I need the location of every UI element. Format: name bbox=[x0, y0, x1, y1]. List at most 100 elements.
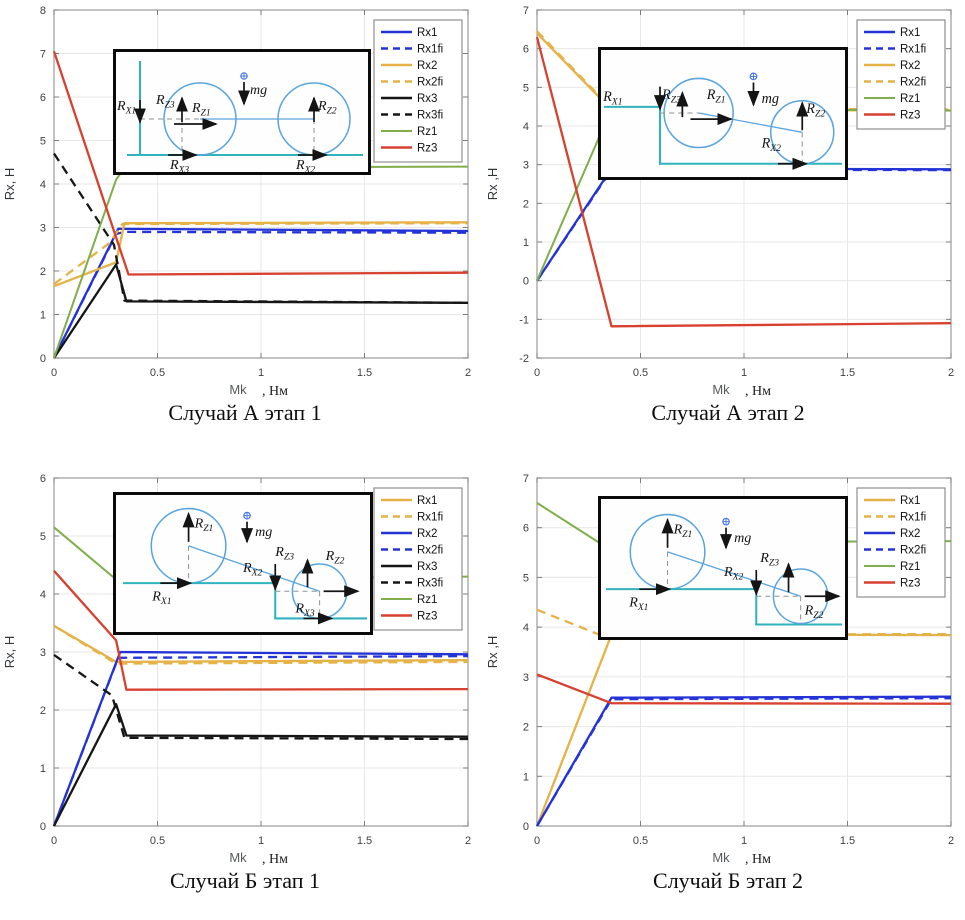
svg-text:6: 6 bbox=[523, 44, 529, 56]
svg-text:1.5: 1.5 bbox=[357, 835, 372, 847]
inset-label-rz3: RZ3 bbox=[274, 544, 294, 563]
svg-text:7: 7 bbox=[523, 473, 529, 485]
svg-text:3: 3 bbox=[523, 672, 529, 684]
legend-label-Rz3: Rz3 bbox=[900, 578, 920, 590]
legend-label-Rx2fi: Rx2fi bbox=[417, 77, 443, 89]
inset-label-rz3: RZ3 bbox=[759, 550, 779, 569]
legend-label-Rx2fi: Rx2fi bbox=[900, 77, 926, 89]
inset-label-rx1: RX1 bbox=[151, 588, 171, 607]
legend: Rx1 Rx1fi Rx2 Rx2fi Rx3 Rx3fi Rz1 Rz3 bbox=[373, 487, 463, 631]
caption-case-b-stage-2: Случай Б этап 2 bbox=[653, 868, 803, 893]
inset-label-rz1: RZ1 bbox=[706, 87, 726, 106]
series-Rx1fi bbox=[53, 624, 469, 665]
caption-case-b-stage-1: Случай Б этап 1 bbox=[170, 868, 320, 893]
series-Rx2fi bbox=[53, 222, 469, 286]
svg-text:-2: -2 bbox=[519, 353, 529, 365]
legend-label-Rz1: Rz1 bbox=[417, 594, 437, 606]
svg-text:5: 5 bbox=[40, 136, 46, 148]
legend-label-Rz1: Rz1 bbox=[900, 93, 920, 105]
inset-label-rz1: RZ1 bbox=[191, 101, 211, 119]
legend-label-Rx1: Rx1 bbox=[417, 27, 437, 39]
legend: Rx1 Rx1fi Rx2 Rx2fi Rz1 Rz3 bbox=[856, 487, 946, 598]
legend-label-Rx1: Rx1 bbox=[900, 495, 920, 507]
legend-label-Rx3fi: Rx3fi bbox=[417, 578, 443, 590]
inset-label-mg: mg bbox=[255, 524, 272, 540]
svg-text:, Нм: , Нм bbox=[745, 852, 771, 867]
inset-drawing bbox=[606, 513, 842, 626]
legend-label-Rz3: Rz3 bbox=[417, 611, 437, 623]
svg-text:4: 4 bbox=[40, 179, 46, 191]
svg-text:Rx ,Н: Rx ,Н bbox=[485, 636, 500, 669]
svg-text:5: 5 bbox=[523, 572, 529, 584]
svg-text:1.5: 1.5 bbox=[357, 367, 372, 379]
inset-diagram-wheel-step-down-2: RZ1 mg RX1 RX2 RZ3 RZ2 bbox=[598, 496, 848, 640]
inset-label-rx1: RX1 bbox=[602, 89, 622, 108]
inset-diagram-wheel-on-step: RX1 RZ3 RZ1 mg RZ2 RX2 bbox=[598, 47, 848, 180]
inset-label-mg: mg bbox=[734, 530, 751, 546]
svg-text:6: 6 bbox=[523, 523, 529, 535]
legend-label-Rx2fi: Rx2fi bbox=[900, 545, 926, 557]
svg-text:1.5: 1.5 bbox=[840, 367, 855, 379]
inset-label-rx3: RX3 bbox=[294, 600, 314, 619]
series-Rx2fi bbox=[52, 654, 469, 827]
svg-text:1: 1 bbox=[40, 763, 46, 775]
legend-label-Rz1: Rz1 bbox=[900, 561, 920, 573]
svg-text:0: 0 bbox=[51, 367, 57, 379]
inset-label-rx1: RX1 bbox=[116, 99, 136, 117]
legend-label-Rx1fi: Rx1fi bbox=[900, 512, 926, 524]
legend-label-Rx2: Rx2 bbox=[417, 60, 437, 72]
svg-text:0: 0 bbox=[51, 835, 57, 847]
svg-text:0: 0 bbox=[40, 821, 46, 833]
inset-label-rx2: RX2 bbox=[295, 158, 315, 172]
inset-diagram-two-wheels-floor: RX1 RZ3 RZ1 mg RZ2 RX3 RX2 bbox=[113, 49, 371, 175]
legend-label-Rx2: Rx2 bbox=[417, 528, 437, 540]
svg-text:, Нм: , Нм bbox=[745, 384, 771, 399]
inset-label-rz1: RZ1 bbox=[673, 522, 693, 541]
inset-label-rx3: RX3 bbox=[169, 158, 189, 172]
svg-text:2: 2 bbox=[523, 722, 529, 734]
svg-text:1: 1 bbox=[523, 771, 529, 783]
inset-label-rz3: RZ3 bbox=[661, 87, 681, 106]
series-Rz3 bbox=[52, 50, 469, 276]
svg-text:2: 2 bbox=[465, 835, 471, 847]
svg-text:Mk: Mk bbox=[229, 850, 247, 865]
panel-case-b-stage-1: 0 0.5 1 1.5 2 0 1 2 3 4 5 6 Mk, Нм Rx, Н Rx1 Rx1fi Rx2 Rx… bbox=[0, 468, 482, 920]
legend-label-Rz3: Rz3 bbox=[417, 143, 437, 155]
inset-label-mg: mg bbox=[762, 91, 779, 107]
svg-text:Rx, Н: Rx, Н bbox=[2, 168, 17, 201]
svg-text:1: 1 bbox=[258, 367, 264, 379]
series-Rx1fi bbox=[52, 230, 469, 359]
series-Rx2fi bbox=[536, 697, 952, 827]
series-Rz3 bbox=[536, 673, 952, 705]
inset-label-rz2: RZ2 bbox=[325, 548, 345, 567]
svg-text:4: 4 bbox=[523, 121, 529, 133]
svg-text:3: 3 bbox=[40, 647, 46, 659]
svg-text:2: 2 bbox=[40, 266, 46, 278]
svg-text:Mk: Mk bbox=[229, 382, 247, 397]
legend-label-Rx2: Rx2 bbox=[900, 60, 920, 72]
inset-label-rz2: RZ2 bbox=[804, 602, 824, 621]
series-Rz3 bbox=[535, 36, 952, 328]
inset-label-rz3: RZ3 bbox=[155, 93, 175, 111]
inset-label-rz2: RZ2 bbox=[805, 101, 825, 120]
svg-text:2: 2 bbox=[40, 705, 46, 717]
svg-text:1: 1 bbox=[741, 835, 747, 847]
svg-text:6: 6 bbox=[40, 473, 46, 485]
svg-text:0.5: 0.5 bbox=[150, 367, 165, 379]
series-Rz3 bbox=[53, 570, 469, 691]
svg-text:Rx, Н: Rx, Н bbox=[2, 636, 17, 669]
legend-label-Rx2fi: Rx2fi bbox=[417, 545, 443, 557]
svg-text:0.5: 0.5 bbox=[633, 367, 648, 379]
series-Rx3fi bbox=[53, 653, 469, 741]
svg-text:3: 3 bbox=[40, 223, 46, 235]
inset-drawing bbox=[127, 61, 363, 161]
svg-text:0.5: 0.5 bbox=[150, 835, 165, 847]
legend: Rx1 Rx1fi Rx2 Rx2fi Rz1 Rz3 bbox=[856, 19, 946, 130]
svg-text:Mk: Mk bbox=[712, 850, 730, 865]
inset-label-mg: mg bbox=[250, 83, 267, 98]
svg-text:6: 6 bbox=[40, 92, 46, 104]
axes: 0 0.5 1 1.5 2 0 1 2 3 4 5 6 Mk , Нм Rx, Н bbox=[2, 473, 471, 867]
inset-label-rx2: RX2 bbox=[723, 564, 743, 583]
